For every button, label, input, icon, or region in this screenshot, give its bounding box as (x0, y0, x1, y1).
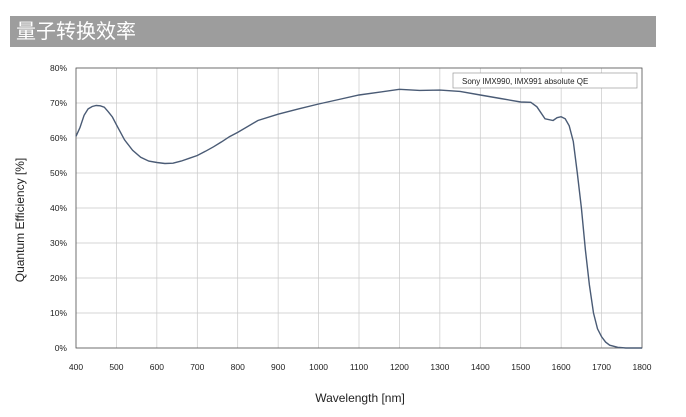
x-tick-label: 1200 (390, 362, 409, 372)
x-tick-label: 1000 (309, 362, 328, 372)
legend-box (452, 72, 638, 89)
x-tick-label: 900 (271, 362, 285, 372)
legend-entry: Sony IMX990, IMX991 absolute QE (462, 77, 588, 86)
y-tick-label: 30% (50, 238, 67, 248)
x-tick-label: 400 (69, 362, 83, 372)
x-tick-label: 500 (109, 362, 123, 372)
x-tick-label: 1700 (592, 362, 611, 372)
y-tick-label: 0% (55, 343, 68, 353)
x-tick-label: 600 (150, 362, 164, 372)
y-tick-label: 20% (50, 273, 67, 283)
series-line (75, 88, 642, 349)
x-tick-label: 1300 (430, 362, 449, 372)
y-tick-label: 70% (50, 98, 67, 108)
y-tick-label: 40% (50, 203, 67, 213)
x-tick-labels: 400 500 600 700 800 900 1000 1100 1200 1300 1400 15… (69, 362, 652, 372)
y-tick-label: 80% (50, 63, 67, 73)
x-tick-label: 1500 (511, 362, 530, 372)
page-title: 量子转换效率 (10, 16, 656, 47)
grid-lines (75, 67, 643, 349)
x-tick-label: 1800 (633, 362, 652, 372)
x-tick-label: 1400 (471, 362, 490, 372)
y-tick-labels: 0% 10% 20% 30% 40% 50% 60% 70% 80% (50, 63, 67, 353)
x-axis-title: Wavelength [nm] (315, 391, 405, 405)
y-tick-label: 50% (50, 168, 67, 178)
x-tick-label: 1100 (350, 362, 369, 372)
y-tick-label: 60% (50, 133, 67, 143)
x-tick-label: 800 (231, 362, 245, 372)
plot-frame (75, 67, 643, 349)
x-tick-label: 700 (190, 362, 204, 372)
y-tick-label: 10% (50, 308, 67, 318)
x-tick-label: 1600 (552, 362, 571, 372)
legend: Sony IMX990, IMX991 absolute QE (452, 72, 638, 89)
y-axis-title: Quantum Efficiency [%] (13, 158, 27, 283)
